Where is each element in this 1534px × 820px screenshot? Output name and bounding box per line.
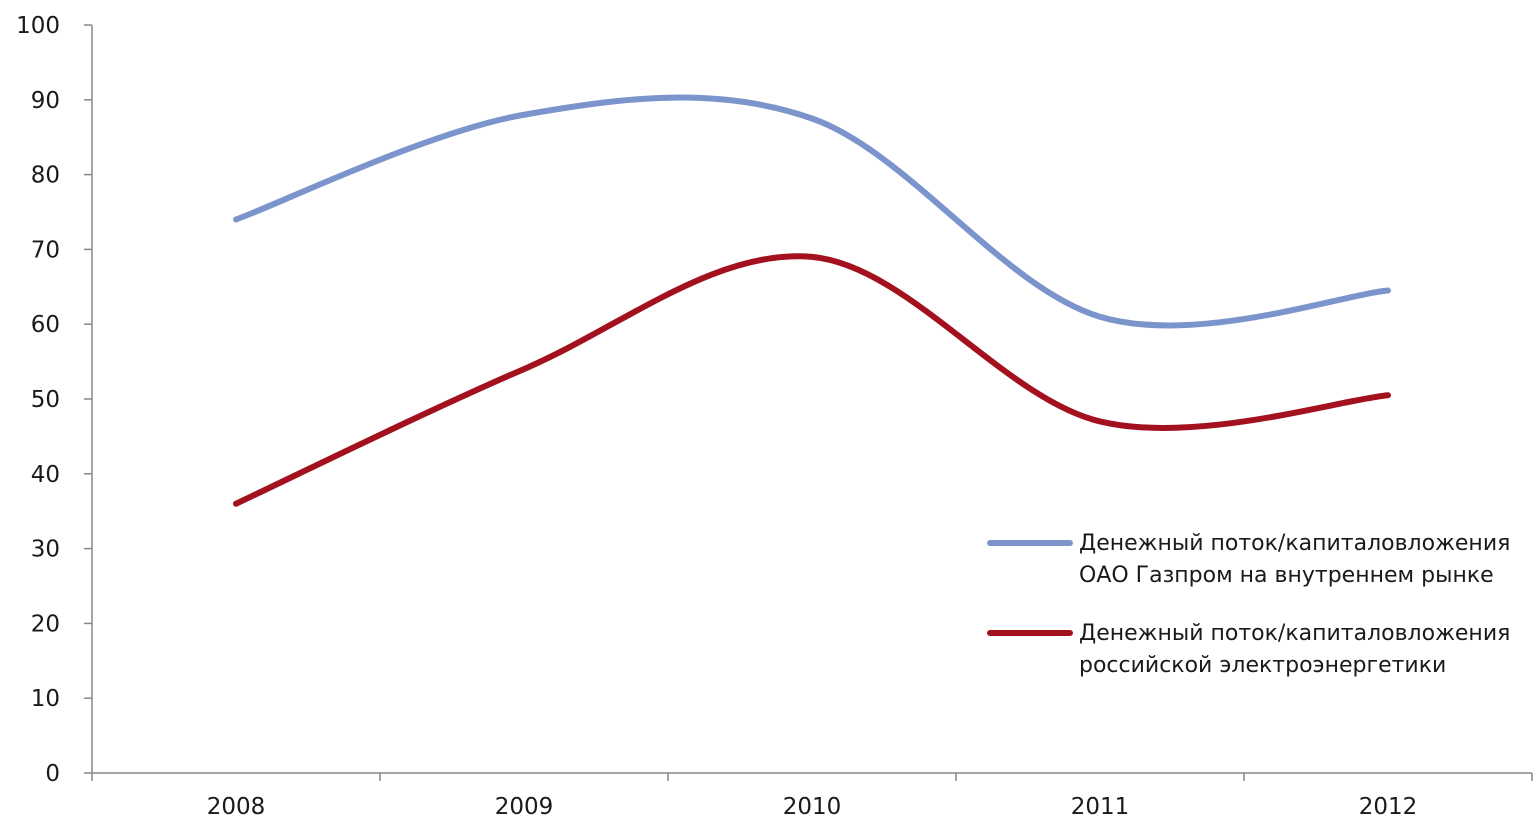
- y-tick-label: 70: [31, 237, 60, 263]
- legend: Денежный поток/капиталовложения ОАО Газпр…: [987, 531, 1510, 678]
- legend-label-2: Денежный поток/капиталовложения: [1079, 621, 1510, 646]
- y-tick-label: 100: [16, 13, 60, 39]
- y-tick-label: 20: [31, 611, 60, 637]
- y-tick-label: 90: [31, 88, 60, 114]
- y-tick-label: 60: [31, 312, 60, 338]
- legend-label-2: российской электроэнергетики: [1079, 653, 1446, 678]
- series-lines: [233, 94, 1391, 507]
- series-line-1: [233, 94, 1391, 329]
- x-tick-label: 2012: [1359, 794, 1418, 820]
- x-tick-label: 2010: [783, 794, 842, 820]
- x-tick-label: 2008: [207, 794, 266, 820]
- x-tick-label: 2011: [1071, 794, 1130, 820]
- legend-label-1: Денежный поток/капиталовложения: [1079, 531, 1510, 556]
- y-axis: 0 10 20 30 40 50 60 70 80 90 100: [16, 13, 93, 787]
- x-axis: 2008 2009 2010 2011 2012: [91, 772, 1533, 820]
- y-tick-label: 10: [31, 686, 60, 712]
- y-tick-label: 50: [31, 387, 60, 413]
- y-tick-label: 30: [31, 537, 60, 563]
- legend-label-1: ОАО Газпром на внутреннем рынке: [1079, 563, 1494, 588]
- y-tick-label: 80: [31, 163, 60, 189]
- y-tick-label: 0: [45, 761, 60, 787]
- y-tick-label: 40: [31, 462, 60, 488]
- x-tick-label: 2009: [495, 794, 554, 820]
- series-line-2: [233, 253, 1391, 507]
